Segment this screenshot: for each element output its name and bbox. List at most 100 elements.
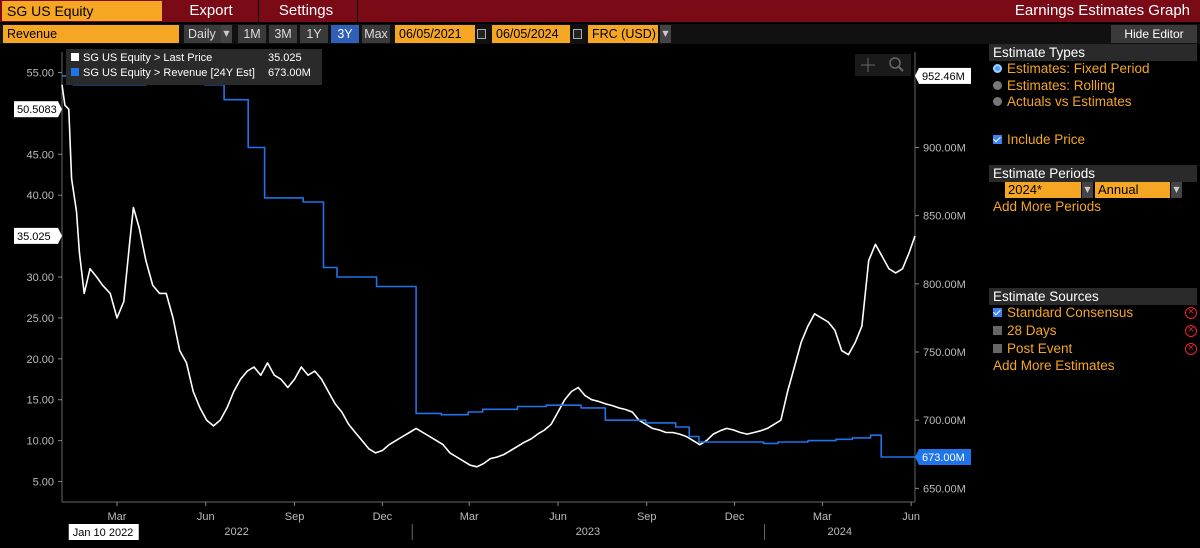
radio-selected-icon <box>993 64 1002 73</box>
add-more-periods-link[interactable]: Add More Periods <box>993 199 1102 214</box>
option-label: Estimates: Rolling <box>1007 78 1116 93</box>
radio-icon <box>993 81 1002 90</box>
x-tick-label: Jun <box>902 511 920 523</box>
hide-editor-button[interactable]: Hide Editor <box>1111 25 1197 43</box>
remove-icon[interactable]: × <box>1185 343 1197 355</box>
legend-price-value: 35.025 <box>268 52 302 64</box>
x-tick-label: Dec <box>373 511 393 523</box>
x-tick-label: Jun <box>197 511 215 523</box>
source-28-days[interactable]: 28 Days <box>993 323 1057 339</box>
legend-revenue-label: SG US Equity > Revenue [24Y Est] <box>83 67 255 79</box>
option-label: Actuals vs Estimates <box>1007 94 1132 109</box>
range-max-button[interactable]: Max <box>362 25 390 43</box>
left-tick-label: 15.00 <box>26 395 54 407</box>
remove-icon[interactable]: × <box>1185 307 1197 319</box>
x-tick-label: Sep <box>285 511 305 523</box>
option-label: Standard Consensus <box>1007 305 1134 320</box>
left-tick-label: 55.00 <box>26 67 54 79</box>
x-year-label: 2023 <box>576 526 600 538</box>
frequency-select[interactable]: Daily <box>184 25 224 43</box>
zoom-icon[interactable] <box>885 54 907 76</box>
revenue-line <box>62 75 915 458</box>
right-tick-label: 750.00M <box>923 347 966 359</box>
checkbox-checked-icon <box>993 135 1002 144</box>
checkbox-icon <box>993 326 1002 335</box>
option-label: 28 Days <box>1007 323 1057 338</box>
start-date-input[interactable]: 06/05/2021 <box>395 25 475 43</box>
legend-price-row[interactable]: SG US Equity > Last Price 35.025 <box>71 51 319 66</box>
range-1y-button[interactable]: 1Y <box>300 25 328 43</box>
price-swatch <box>71 53 79 61</box>
period-type-select[interactable]: Annual <box>1095 182 1170 198</box>
last-price-tag: 35.025 <box>17 231 51 243</box>
radio-fixed-period[interactable]: Estimates: Fixed Period <box>993 61 1150 77</box>
revenue-high-tag-pointer <box>915 67 919 84</box>
source-standard-consensus[interactable]: Standard Consensus <box>993 305 1133 321</box>
last-price-tag-pointer <box>58 227 62 244</box>
crosshair-value-tag-bg <box>14 101 58 118</box>
right-tick-label: 650.00M <box>923 483 966 495</box>
x-tick-label: Mar <box>108 511 127 523</box>
price-revenue-chart[interactable]: 55.0045.0040.0035.0030.0025.0020.0015.00… <box>0 46 986 548</box>
left-tick-label: 20.00 <box>26 354 54 366</box>
estimate-types-heading: Estimate Types <box>989 44 1197 61</box>
x-tick-label: Sep <box>637 511 657 523</box>
calendar-icon[interactable] <box>573 29 582 39</box>
revenue-swatch <box>71 68 79 76</box>
menu-divider <box>357 0 358 22</box>
menu-divider <box>258 0 259 22</box>
source-post-event[interactable]: Post Event <box>993 341 1072 357</box>
radio-actuals-vs-estimates[interactable]: Actuals vs Estimates <box>993 94 1132 110</box>
revenue-last-tag-bg <box>919 449 971 465</box>
option-label: Include Price <box>1007 132 1086 147</box>
legend-revenue-row[interactable]: SG US Equity > Revenue [24Y Est] 673.00M <box>71 66 319 81</box>
legend-revenue-value: 673.00M <box>268 67 311 79</box>
crosshair-icon[interactable] <box>855 54 911 76</box>
price-line <box>61 84 916 468</box>
ticker-field[interactable]: SG US Equity <box>2 1 162 21</box>
range-3m-button[interactable]: 3M <box>269 25 297 43</box>
right-tick-label: 900.00M <box>923 142 966 154</box>
estimate-periods-heading: Estimate Periods <box>989 165 1197 182</box>
right-tick-label: 850.00M <box>923 211 966 223</box>
revenue-high-tag: 952.46M <box>922 71 965 83</box>
title-bar <box>0 0 1200 22</box>
crosshair-date-bg <box>68 524 139 540</box>
crosshair-date-tag: Jan 10 2022 <box>73 527 134 539</box>
field-selector[interactable]: Revenue <box>3 25 179 43</box>
range-3y-button[interactable]: 3Y <box>331 25 359 43</box>
option-label: Estimates: Fixed Period <box>1007 61 1150 76</box>
add-more-estimates-link[interactable]: Add More Estimates <box>993 358 1115 373</box>
remove-icon[interactable]: × <box>1185 325 1197 337</box>
calendar-icon[interactable] <box>477 29 486 39</box>
x-tick-label: Mar <box>813 511 832 523</box>
period-year-select[interactable]: 2024* <box>1005 182 1081 198</box>
right-tick-label: 800.00M <box>923 279 966 291</box>
crosshair-value-tag: 50.5083 <box>17 104 57 116</box>
chart-legend: SG US Equity > Last Price 35.025 SG US E… <box>66 49 322 85</box>
export-menu[interactable]: Export <box>189 2 233 19</box>
estimate-sources-heading: Estimate Sources <box>989 288 1197 305</box>
left-tick-label: 45.00 <box>26 149 54 161</box>
end-date-input[interactable]: 06/05/2024 <box>492 25 570 43</box>
settings-menu[interactable]: Settings <box>278 2 334 19</box>
currency-select[interactable]: FRC (USD) <box>588 25 658 43</box>
chevron-down-icon[interactable]: ▼ <box>1171 182 1182 198</box>
option-label: Post Event <box>1007 341 1073 356</box>
include-price-checkbox[interactable]: Include Price <box>993 132 1085 148</box>
range-1m-button[interactable]: 1M <box>238 25 266 43</box>
x-year-label: 2022 <box>224 526 248 538</box>
chevron-down-icon[interactable]: ▼ <box>221 25 232 43</box>
checkbox-checked-icon <box>993 308 1002 317</box>
last-price-tag-bg <box>14 227 58 244</box>
x-tick-label: Dec <box>725 511 745 523</box>
revenue-high-tag-bg <box>919 67 971 84</box>
chevron-down-icon[interactable]: ▼ <box>660 25 671 43</box>
x-tick-label: Mar <box>460 511 479 523</box>
chevron-down-icon[interactable]: ▼ <box>1082 182 1093 198</box>
x-year-label: 2024 <box>827 526 851 538</box>
radio-rolling[interactable]: Estimates: Rolling <box>993 78 1115 94</box>
chart-background <box>0 46 986 548</box>
revenue-last-tag-pointer <box>915 449 919 465</box>
